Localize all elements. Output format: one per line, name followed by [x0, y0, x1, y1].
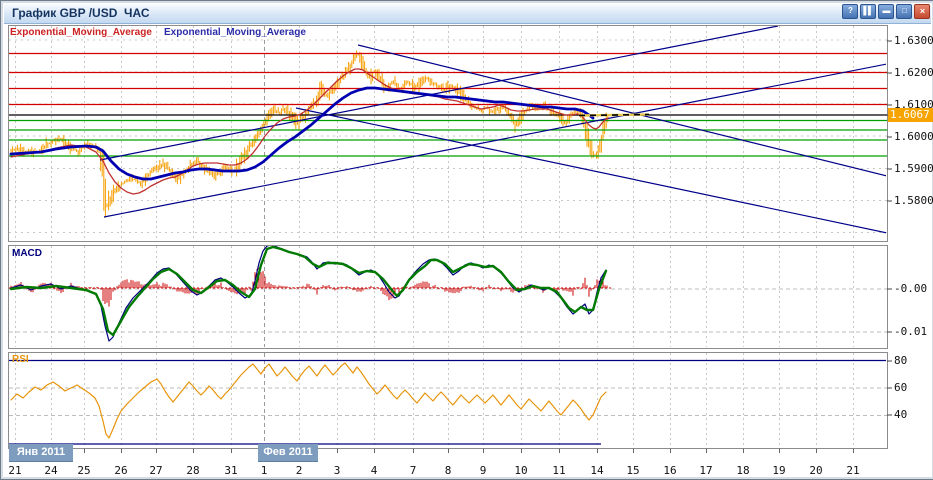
- time-axis-label: 17: [693, 464, 719, 477]
- time-axis-label: 9: [470, 464, 496, 477]
- indicator-label-macd: MACD: [12, 248, 42, 259]
- window-button-pause[interactable]: ▌▌: [860, 4, 876, 19]
- window-button-close[interactable]: ×: [914, 4, 930, 19]
- price-axis-label: 1.6300: [894, 34, 933, 47]
- time-axis-label: 14: [584, 464, 610, 477]
- time-axis-label: 2: [286, 464, 312, 477]
- time-axis-label: 8: [435, 464, 461, 477]
- time-axis-label: 3: [324, 464, 350, 477]
- month-badge-jan: Янв 2011: [9, 444, 73, 462]
- time-axis-label: 20: [803, 464, 829, 477]
- window-buttons: ?▌▌▬□×: [840, 4, 930, 19]
- time-axis-label: 18: [730, 464, 756, 477]
- time-axis-label: 11: [546, 464, 572, 477]
- price-axis-label: 1.5800: [894, 194, 933, 207]
- macd-axis-label: -0.00: [894, 282, 927, 295]
- dashed-segment: [579, 115, 649, 116]
- time-axis-label: 4: [361, 464, 387, 477]
- price-axis-label: 1.6000: [894, 130, 933, 143]
- indicator-label-rsi: RSI: [12, 354, 29, 365]
- time-axis-label: 25: [71, 464, 97, 477]
- time-axis-label: 15: [620, 464, 646, 477]
- time-axis-label: 7: [400, 464, 426, 477]
- window-button-collapse[interactable]: ▬: [878, 4, 894, 19]
- time-axis-label: 16: [657, 464, 683, 477]
- price-axis-label: 1.6200: [894, 66, 933, 79]
- macd-axis-label: -0.01: [894, 325, 927, 338]
- price-axis-label: 1.5900: [894, 162, 933, 175]
- time-axis-label: 28: [180, 464, 206, 477]
- time-axis-label: 27: [143, 464, 169, 477]
- chart-canvas[interactable]: [1, 1, 933, 479]
- indicator-label-ema-slow: Exponential_Moving_Average: [164, 27, 306, 38]
- time-axis-label: 31: [218, 464, 244, 477]
- month-badge-feb: Фев 2011: [258, 444, 318, 462]
- current-price-tag: 1.6067: [888, 108, 933, 122]
- time-axis-label: 21: [2, 464, 28, 477]
- chart-window: График GBP /USD ЧАС ?▌▌▬□× Exponential_M…: [0, 0, 933, 480]
- time-axis-label: 10: [508, 464, 534, 477]
- rsi-axis-label: 80: [894, 354, 907, 367]
- indicator-label-ema-fast: Exponential_Moving_Average: [10, 27, 152, 38]
- time-axis-label: 24: [38, 464, 64, 477]
- time-axis-label: 19: [766, 464, 792, 477]
- time-axis-label: 26: [108, 464, 134, 477]
- title-bar[interactable]: График GBP /USD ЧАС ?▌▌▬□×: [4, 3, 931, 24]
- rsi-axis-label: 60: [894, 381, 907, 394]
- window-title: График GBP /USD ЧАС: [12, 6, 150, 20]
- time-axis-label: 21: [840, 464, 866, 477]
- time-axis-label: 1: [251, 464, 277, 477]
- window-button-maximize[interactable]: □: [896, 4, 912, 19]
- window-button-help[interactable]: ?: [842, 4, 858, 19]
- rsi-axis-label: 40: [894, 408, 907, 421]
